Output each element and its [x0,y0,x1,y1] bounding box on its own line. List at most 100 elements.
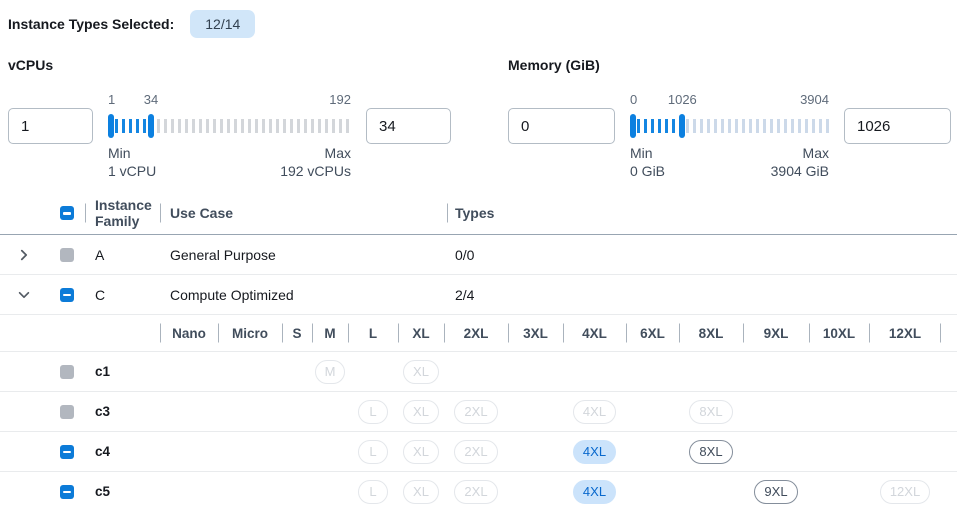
size-column-header: 12XL [869,315,941,351]
size-badge: L [358,479,388,504]
family-types-count: 0/0 [455,246,475,263]
family-use-case: Compute Optimized [170,286,294,303]
size-column-header: 9XL [743,315,809,351]
size-column-header: L [348,315,398,351]
size-header-row: Nano Micro S M L XL 2XL 3XL 4XL 6XL 8XL 9XL 10XL 12XL [0,315,957,352]
vcpus-slider-handle-start[interactable] [108,114,114,138]
size-badge: M [314,359,346,384]
memory-from-input[interactable] [508,108,615,144]
vcpus-min-label: Min 1 vCPU [108,145,157,179]
family-row: A General Purpose 0/0 [0,235,957,275]
size-column-header: Micro [218,315,282,351]
vcpus-slider-inactive-ticks [108,119,351,133]
size-column-header: 3XL [508,315,563,351]
family-name: A [95,246,105,263]
vcpus-slider: 1 34 192 Min 1 vCPU Max 192 vCPUs [108,92,351,180]
size-badge: 2XL [454,479,498,504]
chevron-right-icon [20,249,28,260]
chevron-down-icon [18,291,30,298]
instance-name: c1 [95,364,111,379]
size-column-header: 10XL [809,315,869,351]
instance-row: c5 L XL 2XL 4XL 9XL 12XL [0,472,957,510]
instance-row: c3 L XL 2XL 4XL 8XL [0,392,957,432]
size-badge: 4XL [572,399,617,424]
instance-checkbox[interactable] [59,444,74,459]
family-checkbox[interactable] [59,287,74,302]
size-badge: 2XL [454,399,498,424]
instance-checkbox [59,364,74,379]
column-header-use-case: Use Case [160,192,447,234]
table-body: A General Purpose 0/0 C Compute Optimized 2/4… [0,235,957,510]
row-expand-toggle[interactable] [0,235,48,274]
vcpus-tick-start: 1 [108,92,116,107]
size-column-header: S [282,315,312,351]
row-expand-toggle[interactable] [0,275,48,314]
selection-summary: Instance Types Selected: 12/14 [0,0,957,38]
instance-checkbox [59,404,74,419]
instance-checkbox[interactable] [59,484,74,499]
size-badge: XL [403,479,439,504]
memory-slider-handle-start[interactable] [630,114,636,138]
instance-table: Instance Family Use Case Types A General … [0,192,957,510]
size-column-header: Nano [160,315,218,351]
instance-row: c4 L XL 2XL 4XL 8XL [0,432,957,472]
size-badge[interactable]: 4XL [572,439,617,464]
size-badge: 2XL [454,439,498,464]
instance-row: c1 M XL [0,352,957,392]
vcpus-title: vCPUs [8,57,54,73]
size-badge[interactable]: 4XL [572,479,617,504]
family-types-count: 2/4 [455,286,475,303]
column-header-types: Types [447,192,957,234]
size-badge[interactable]: 9XL [754,479,798,504]
size-badge: XL [403,359,439,384]
size-badge: 12XL [879,479,931,504]
size-column-header: M [312,315,348,351]
vcpus-to-input[interactable] [366,108,451,144]
memory-tick-start: 0 [630,92,638,107]
instance-name: c4 [95,444,111,459]
header-spacer [0,192,48,234]
memory-max-label: Max 3904 GiB [770,145,829,179]
memory-tick-mid: 1026 [667,92,697,107]
size-badge: XL [403,439,439,464]
memory-title: Memory (GiB) [508,57,600,73]
size-column-header: 2XL [444,315,508,351]
memory-slider-active-ticks [630,119,683,133]
memory-slider-track [630,114,829,138]
size-column-header: XL [398,315,444,351]
size-badge: XL [403,399,439,424]
instance-name: c5 [95,484,111,499]
column-header-instance-family: Instance Family [85,192,160,234]
memory-slider-handle-end[interactable] [679,114,686,138]
memory-slider: 0 1026 3904 Min 0 GiB Max 3904 GiB [630,92,829,180]
size-column-header: 6XL [626,315,679,351]
vcpus-tick-mid: 34 [143,92,159,107]
selection-count-badge: 12/14 [190,10,256,38]
memory-tick-end: 3904 [800,92,829,107]
vcpus-max-label: Max 192 vCPUs [280,145,351,179]
instance-name: c3 [95,404,111,419]
size-badge: L [358,399,388,424]
family-name: C [95,286,106,303]
memory-to-input[interactable] [844,108,951,144]
vcpus-from-input[interactable] [8,108,93,144]
selection-summary-label: Instance Types Selected: [8,16,175,32]
family-row: C Compute Optimized 2/4 [0,275,957,315]
vcpus-tick-end: 192 [329,92,351,107]
size-badge: 8XL [689,399,733,424]
table-header-row: Instance Family Use Case Types [0,192,957,235]
vcpus-slider-handle-end[interactable] [148,114,154,138]
size-column-header: 4XL [563,315,626,351]
vcpus-slider-track [108,114,351,138]
size-column-header: 8XL [679,315,743,351]
memory-min-label: Min 0 GiB [630,145,666,179]
size-badge: L [358,439,388,464]
size-badge[interactable]: 8XL [689,439,733,464]
family-checkbox [59,247,74,262]
family-use-case: General Purpose [170,246,276,263]
select-all-checkbox[interactable] [59,206,74,220]
vcpus-slider-active-ticks [108,119,151,133]
